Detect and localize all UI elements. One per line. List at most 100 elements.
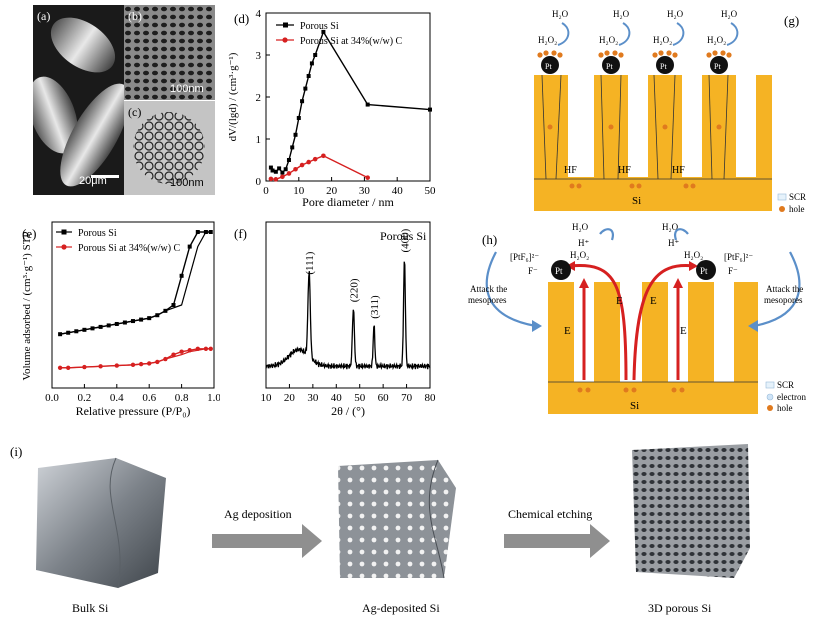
h-h2o-right: H₂O [662, 222, 679, 232]
h-pt-right-label: Pt [700, 266, 708, 276]
g-pillars [534, 75, 772, 179]
chart-d-xtick: 40 [392, 185, 404, 197]
chart-e-point [147, 361, 152, 366]
chart-e-point [82, 364, 87, 370]
sem-c-scale: 100nm [170, 177, 204, 189]
chart-e-point [179, 273, 184, 278]
chart-d-series-line-0 [270, 30, 431, 174]
chart-e-point [66, 330, 71, 335]
schematic-h-mechanism: (h) E E E E Pt Pt [PtF₆]²⁻ F⁻ H₂O₂ H⁺ H₂… [468, 222, 806, 414]
chart-f-xrd-trace [265, 261, 431, 371]
label-3d-porous-si: 3D porous Si [648, 601, 712, 615]
h-hplus-right: H⁺ [668, 238, 679, 248]
chart-d-point [290, 145, 295, 150]
chart-e-point [139, 317, 144, 322]
chart-f-panel-label: (f) [234, 226, 247, 241]
chart-d-xtick: 30 [359, 185, 371, 197]
g-legend-hole: hole [789, 204, 805, 214]
g-hf-3: HF [672, 165, 685, 176]
g-h2o-label: H₂O [667, 9, 684, 19]
chart-e-point [58, 332, 63, 337]
chart-d-point [303, 86, 308, 91]
legend-e-marker-porous [61, 229, 67, 235]
label-ag-deposition: Ag deposition [224, 507, 292, 521]
h-e-label-2: E [616, 295, 623, 307]
chart-e-point [90, 326, 95, 331]
chart-f-xtick: 50 [354, 392, 366, 404]
chart-e-point [131, 319, 135, 324]
h-pt-right [696, 260, 716, 280]
h-pt-left [551, 260, 571, 280]
chart-e-ylabel: Volume adsorbed / (cm³·g⁻¹) STP [21, 231, 33, 380]
h-h2o-left: H₂O [572, 222, 589, 232]
chart-e-point [171, 303, 176, 307]
h-legend-scr-swatch [765, 381, 775, 389]
h-pt-left-label: Pt [555, 266, 563, 276]
chart-d-point [313, 53, 318, 57]
legend-d-marker-carbon [282, 37, 288, 43]
h-fminus-left: F⁻ [528, 266, 538, 276]
chart-e-point [203, 346, 209, 351]
chart-f-xtick: 10 [261, 392, 273, 404]
chart-f-xtick: 80 [425, 392, 437, 404]
sem-image-a: (a) 20μm [33, 5, 124, 195]
chart-d-xtick: 20 [326, 185, 338, 197]
h-legend-electron: electron [777, 392, 806, 402]
chart-f-peak-label: (220) [348, 278, 360, 302]
chart-d-point [306, 74, 311, 78]
chart-e-point [163, 356, 168, 362]
chart-f-xtick: 20 [284, 392, 296, 404]
chart-e-xtick: 0.4 [110, 392, 124, 404]
chart-e-point [155, 359, 160, 365]
h-e-label-3: E [650, 295, 657, 307]
chart-d-point [293, 132, 298, 137]
chart-e-point [163, 308, 168, 313]
chart-e-point [106, 323, 111, 328]
chart-f-title: Porous Si [380, 229, 427, 243]
sem-image-b: (b) 100nm [124, 5, 215, 100]
chart-f-peak-label: (111) [304, 251, 316, 274]
ag-deposited-si-block [338, 460, 456, 578]
chart-d-point [268, 176, 274, 182]
arrow-chemical-etching [504, 534, 590, 548]
h-e-field-arrows [569, 264, 695, 381]
chart-d-point [299, 162, 305, 168]
g-legend-scr: SCR [789, 192, 806, 202]
chart-e-xtick: 0.8 [175, 392, 189, 404]
h-h2o2-right: H₂O₂ [684, 250, 703, 260]
legend-e-carbon: Porous Si at 34%(w/w) C [78, 243, 181, 254]
g-pt-label: Pt [660, 62, 667, 71]
chart-e-point [203, 230, 208, 234]
chart-f-xlabel: 2θ / (°) [331, 404, 365, 418]
h-holes [577, 387, 685, 393]
chart-e-point [74, 329, 79, 334]
chart-d-point [365, 102, 370, 107]
label-ag-deposited-si: Ag-deposited Si [362, 601, 440, 615]
h-ptf6-left: [PtF₆]²⁻ [510, 252, 539, 262]
legend-d-porous: Porous Si [300, 21, 339, 32]
h-attack-arrows [485, 228, 801, 328]
g-hf-2: HF [618, 165, 631, 176]
g-pt-particle [541, 56, 559, 74]
chart-e-xtick: 0.6 [142, 392, 156, 404]
chart-d-point [309, 61, 314, 66]
chart-d-ytick: 0 [256, 176, 262, 188]
g-holes [547, 124, 722, 189]
chart-f-xtick: 60 [378, 392, 390, 404]
h-h2o2-left: H₂O₂ [570, 250, 589, 260]
g-h2o2-label: H₂O₂ [653, 35, 672, 45]
schematic-h-label: (h) [482, 232, 497, 247]
schematic-g-etching: (g) Pt H₂O₂ H₂O Pt H₂O₂ H₂O Pt H₂O₂ H₂O Pt H₂O₂ H₂O… [534, 9, 806, 214]
chart-e-point [130, 362, 136, 368]
chart-d-point [283, 167, 288, 172]
h-attack-left-1: Attack the [470, 284, 507, 294]
chart-e-xlabel: Relative pressure (P/P₀) [76, 404, 191, 418]
chart-f-peak-label: (311) [369, 295, 381, 319]
label-bulk-si: Bulk Si [72, 601, 109, 615]
chart-f-peak-label: (400) [399, 228, 411, 252]
chart-d-point [268, 165, 273, 170]
chart-e-point [187, 244, 192, 249]
chart-e-xtick: 0.2 [78, 392, 92, 404]
chart-d-point [321, 29, 326, 34]
sem-c-label: (c) [128, 105, 142, 119]
